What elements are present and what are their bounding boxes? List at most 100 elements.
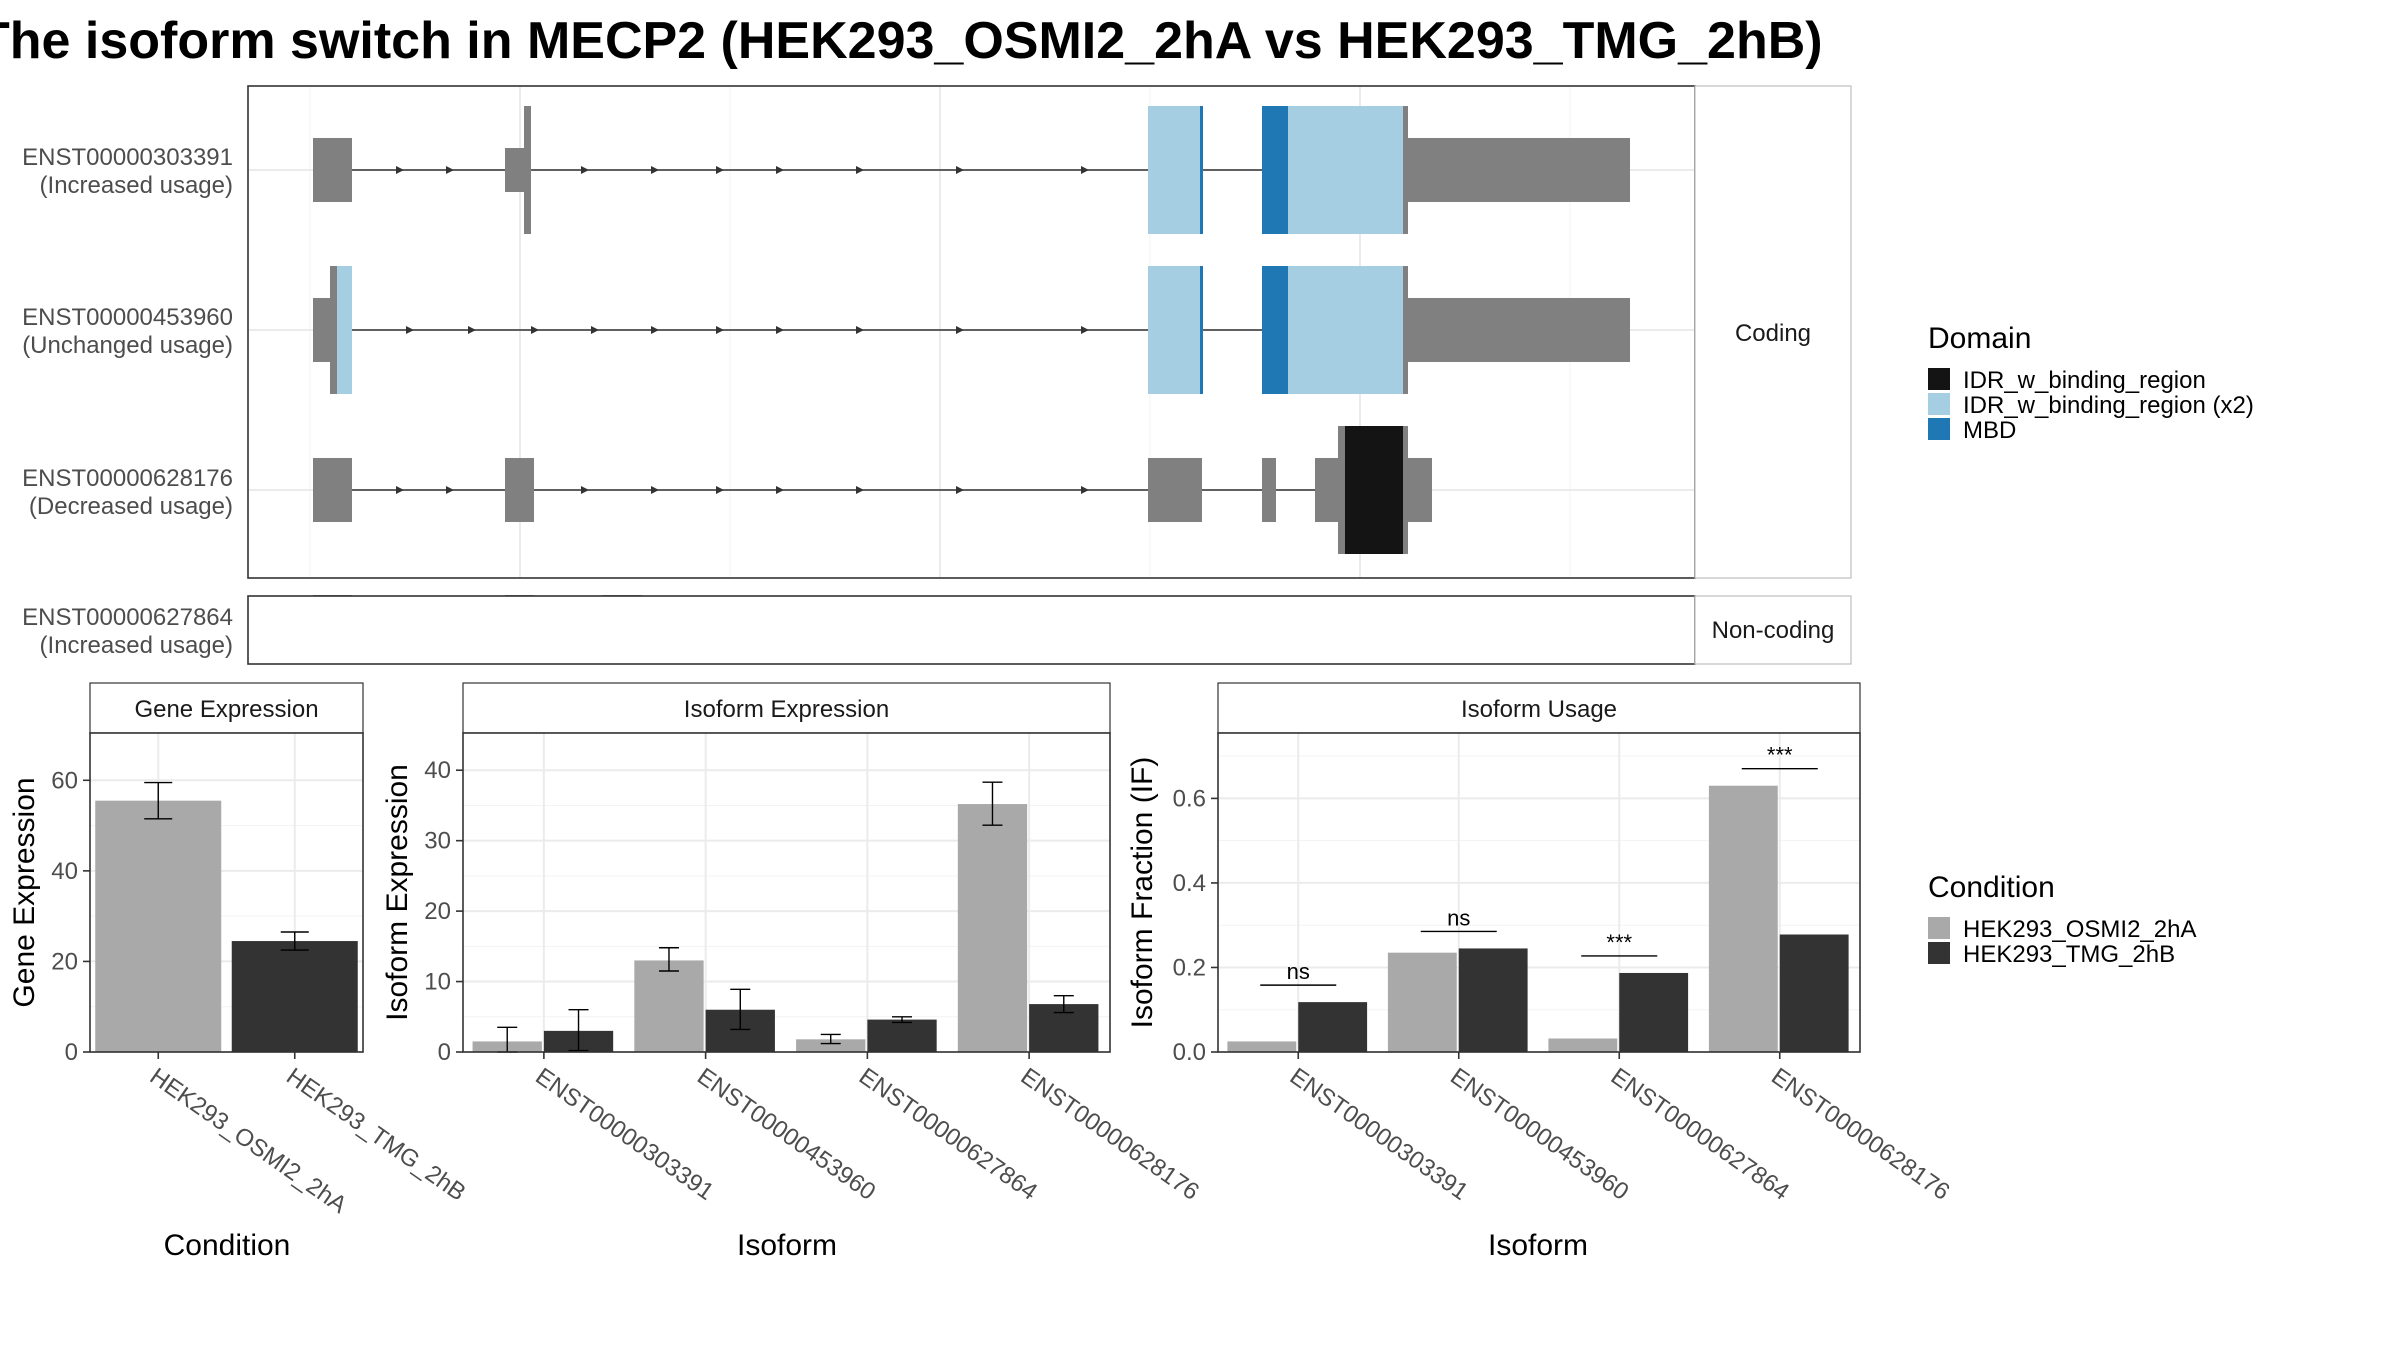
tx1-intron-arrow-0: [396, 166, 404, 174]
tx2-intron-arrow-1: [468, 326, 476, 334]
tx1-exon-2: [505, 148, 528, 192]
tx3-intron-arrow-2: [581, 486, 589, 494]
chart-isoexp-ytick-label-4: 40: [424, 757, 451, 784]
tx3-domain-idr-binding: [1345, 426, 1404, 554]
tx1-exon-1: [313, 138, 352, 202]
tx-627864-id: ENST00000627864: [22, 604, 233, 631]
transcript-labels: ENST00000303391 (Increased usage) ENST00…: [22, 144, 233, 659]
tx3-intron-arrow-1: [446, 486, 454, 494]
chart-isouse-bar-s0-0: [1227, 1041, 1297, 1052]
chart-isoexp-bar-s0-1: [634, 960, 704, 1052]
tx3-intron-arrow-6: [856, 486, 864, 494]
legend-condition: Condition HEK293_OSMI2_2hA HEK293_TMG_2h…: [1928, 871, 2196, 968]
chart-gene-bar-0: [95, 800, 222, 1052]
tx3-exon-1: [313, 458, 352, 522]
tx2-intron-arrow-3: [591, 326, 599, 334]
chart-isouse-bar-s1-0: [1298, 1002, 1368, 1052]
chart-isouse-ytick-label-3: 0.6: [1173, 785, 1206, 812]
chart-isouse-sig-label-0: ns: [1287, 959, 1310, 984]
noncoding-strip-label: Non-coding: [1712, 617, 1835, 644]
chart-isouse: Isoform Usage 0.0 0.2 0.4 0.6 ns ns *** *** ENST0…: [1126, 682, 1955, 1262]
tx3-exon-5: [1315, 458, 1341, 522]
chart-isoexp-xtick-label-3: ENST00000628176: [1016, 1063, 1204, 1206]
chart-isouse-bar-s0-3: [1708, 785, 1778, 1052]
tx2-utr-3: [1408, 298, 1630, 362]
tx3-exon-3: [1148, 458, 1202, 522]
tx2-domain-mbd: [1262, 266, 1288, 394]
tx-627864-usage: (Increased usage): [40, 632, 233, 659]
legend-domain: Domain IDR_w_binding_region IDR_w_bindin…: [1928, 322, 2254, 444]
chart-isouse-strip: [1217, 682, 1861, 734]
legend-label-mbd: MBD: [1963, 417, 2016, 444]
chart-isouse-bar-s1-2: [1619, 972, 1689, 1052]
chart-isoexp: Isoform Expression 0 10 20 30 40 ENST000003033…: [381, 682, 1204, 1262]
tx3-intron-arrow-3: [651, 486, 659, 494]
chart-isouse-sig-label-2: ***: [1606, 930, 1632, 955]
chart-isoexp-ytick-label-1: 10: [424, 969, 451, 996]
chart-isouse-frame: [1217, 732, 1861, 1053]
chart-isoexp-xtick-label-0: ENST00000303391: [530, 1063, 718, 1206]
tx2-intron-arrow-7: [856, 326, 864, 334]
chart-isoexp-ytick-label-0: 0: [438, 1039, 451, 1066]
tx3-intron-arrow-4: [716, 486, 724, 494]
chart-isoexp-bar-s0-2: [796, 1039, 866, 1052]
tx2-intron-arrow-5: [716, 326, 724, 334]
chart-isouse-bar-s1-3: [1779, 934, 1849, 1052]
chart-isouse-sig-label-3: ***: [1767, 743, 1793, 768]
chart-gene-bar-1: [231, 941, 358, 1052]
tx-303391-id: ENST00000303391: [22, 144, 233, 171]
chart-gene-ytick-label-3: 60: [51, 767, 78, 794]
tx2-intron-arrow-8: [956, 326, 964, 334]
tx2-domain-idr-x2-start: [337, 266, 352, 394]
chart-isouse-bar-s0-1: [1387, 952, 1457, 1052]
chart-isoexp-frame: [462, 732, 1111, 1053]
noncoding-panel-frame: [247, 595, 1696, 665]
chart-isouse-bar-s0-2: [1548, 1038, 1618, 1052]
tx-303391-usage: (Increased usage): [40, 172, 233, 199]
tx3-intron-arrow-7: [956, 486, 964, 494]
tx1-intron-arrow-5: [776, 166, 784, 174]
tx-453960-id: ENST00000453960: [22, 304, 233, 331]
tx3-intron-arrow-5: [776, 486, 784, 494]
chart-gene-ytick-label-2: 40: [51, 858, 78, 885]
chart-isoexp-ytick-label-2: 20: [424, 898, 451, 925]
tx3-cds-start: [1338, 426, 1346, 554]
chart-isoexp-title: Isoform Expression: [684, 696, 889, 723]
tx1-intron-arrow-2: [581, 166, 589, 174]
legend-condition-title: Condition: [1928, 871, 2055, 904]
chart-isouse-ytick-label-0: 0.0: [1173, 1039, 1206, 1066]
tx2-domain-mbd-edge: [1200, 266, 1203, 394]
legend-label-idr-binding-x2: IDR_w_binding_region (x2): [1963, 392, 2254, 419]
tx2-exon-1-cds: [330, 266, 338, 394]
tx1-intron-arrow-1: [446, 166, 454, 174]
coding-strip: [1694, 85, 1852, 579]
tx3-exon-4: [1262, 458, 1276, 522]
chart-gene-strip: [89, 682, 364, 734]
tx1-utr-3: [1408, 138, 1630, 202]
chart-isouse-ylabel: Isoform Fraction (IF): [1126, 757, 1159, 1029]
tx2-domain-idr-x2-a: [1148, 266, 1202, 394]
figure-title: The isoform switch in MECP2 (HEK293_OSMI…: [0, 12, 1823, 70]
legend-swatch-mbd: [1928, 418, 1950, 440]
chart-isoexp-xlabel: Isoform: [737, 1229, 837, 1262]
tx3-exon-2: [505, 458, 534, 522]
chart-gene-xlabel: Condition: [164, 1229, 291, 1262]
tx3-cds-end: [1403, 426, 1408, 554]
legend-domain-title: Domain: [1928, 322, 2031, 355]
tx3-intron-arrow-0: [396, 486, 404, 494]
tx2-intron-arrow-6: [776, 326, 784, 334]
chart-isoexp-strip: [462, 682, 1111, 734]
chart-gene-frame: [89, 732, 364, 1053]
chart-isoexp-bar-s1-2: [867, 1019, 937, 1052]
tx2-intron-arrow-0: [406, 326, 414, 334]
noncoding-strip: [1694, 595, 1852, 665]
tx-628176-id: ENST00000628176: [22, 465, 233, 492]
legend-swatch-idr-binding-x2: [1928, 393, 1950, 415]
coding-strip-label: Coding: [1735, 320, 1811, 347]
tx1-cds-end: [1403, 106, 1408, 234]
transcript-structure-panel: Coding Non-coding ENST00000303391 (Incre…: [22, 85, 1852, 665]
tx2-domain-idr-x2-b: [1288, 266, 1403, 394]
tx3-intron-arrow-8: [1081, 486, 1089, 494]
chart-isouse-title: Isoform Usage: [1461, 696, 1617, 723]
